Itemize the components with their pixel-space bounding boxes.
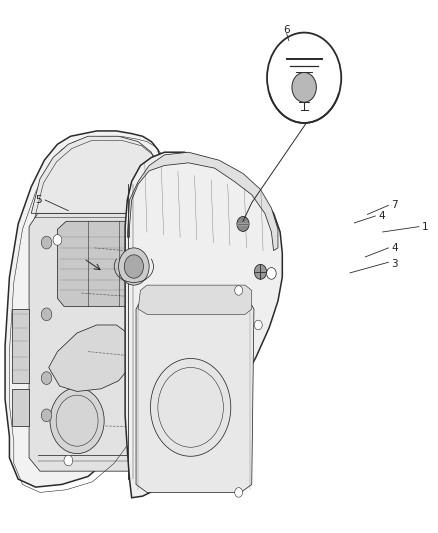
Circle shape [41, 236, 52, 249]
Circle shape [292, 72, 316, 102]
Circle shape [267, 33, 341, 123]
Polygon shape [31, 136, 160, 213]
Polygon shape [12, 389, 29, 426]
Circle shape [235, 488, 243, 497]
Text: 4: 4 [392, 243, 398, 253]
Polygon shape [49, 325, 132, 391]
Circle shape [254, 320, 262, 330]
Circle shape [41, 409, 52, 422]
Polygon shape [5, 131, 164, 487]
Circle shape [64, 455, 73, 466]
Text: 3: 3 [392, 259, 398, 269]
Circle shape [50, 387, 104, 454]
Text: 5: 5 [35, 195, 42, 205]
Circle shape [235, 286, 243, 295]
Circle shape [267, 268, 276, 279]
Text: 7: 7 [392, 200, 398, 211]
Circle shape [147, 235, 155, 245]
Polygon shape [125, 152, 283, 498]
Circle shape [124, 255, 144, 278]
Circle shape [254, 264, 267, 279]
Circle shape [41, 308, 52, 321]
Circle shape [136, 455, 145, 466]
Polygon shape [136, 290, 254, 492]
Circle shape [53, 235, 62, 245]
Polygon shape [138, 285, 252, 314]
Polygon shape [127, 152, 278, 251]
Circle shape [237, 216, 249, 231]
Polygon shape [12, 309, 29, 383]
Circle shape [150, 359, 231, 456]
Polygon shape [29, 213, 158, 471]
Text: 6: 6 [283, 25, 290, 35]
Polygon shape [57, 221, 155, 306]
Text: 4: 4 [378, 211, 385, 221]
Circle shape [119, 248, 149, 285]
Text: 1: 1 [422, 222, 429, 232]
Circle shape [41, 372, 52, 384]
